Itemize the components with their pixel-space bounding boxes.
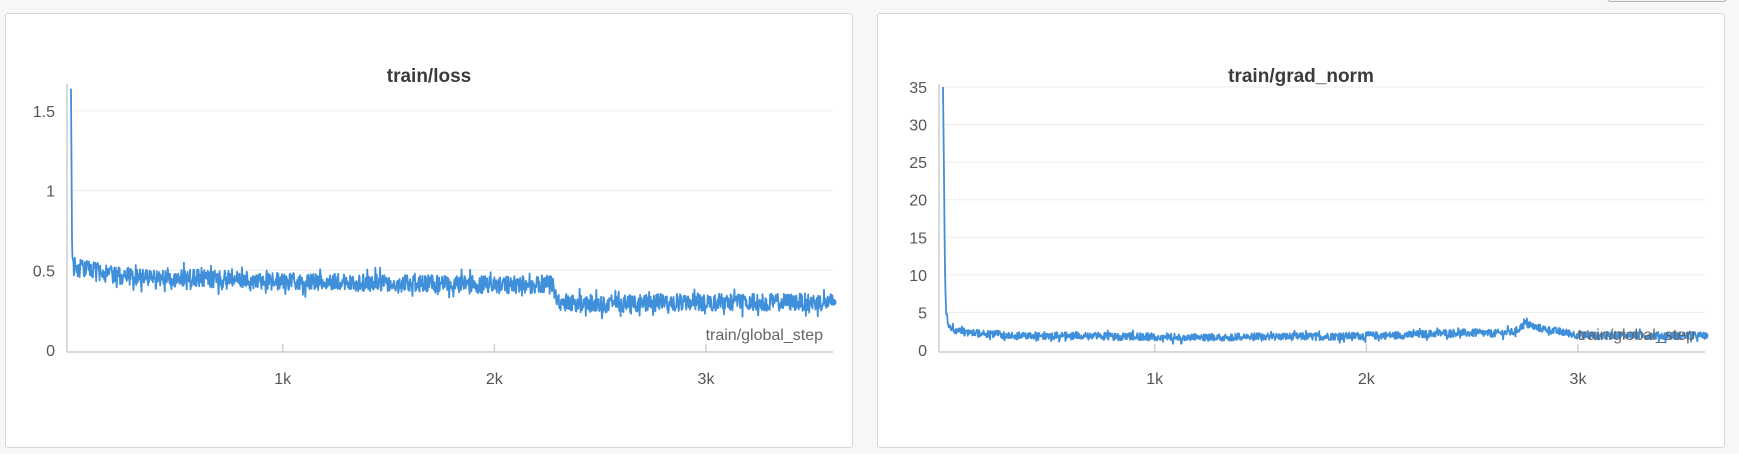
x-tick-label: 2k [486,371,504,388]
y-tick-label: 25 [909,155,927,172]
y-tick-label: 0 [46,343,55,360]
x-tick-label: 3k [698,371,716,388]
loss-chart-panel[interactable]: train/loss 0 0.5 1 1.5 1k 2k 3k train/global_st… [5,13,853,448]
y-tick-label: 1.5 [33,104,55,121]
x-tick-label: 1k [274,371,292,388]
top-right-control[interactable] [1607,0,1727,2]
chart-title: train/loss [386,66,472,87]
series-end-point [1701,332,1709,340]
y-tick-label: 1 [46,184,55,201]
series-line [942,86,1706,345]
x-axis-label: train/global_step [706,327,824,344]
x-tick-label: 3k [1570,371,1588,388]
chart-title: train/grad_norm [1228,66,1374,87]
loss-chart: 0 0.5 1 1.5 1k 2k 3k train/global_step [33,84,837,388]
y-tick-label: 5 [918,305,927,322]
y-tick-label: 0.5 [33,263,55,280]
y-tick-label: 20 [909,193,927,210]
x-axis-label: train/global_step [1578,327,1696,344]
y-tick-label: 10 [909,268,927,285]
y-tick-label: 15 [909,230,927,247]
grad-norm-chart: 0 5 10 15 20 25 30 35 1k 2k 3k train/global_step [909,80,1709,388]
grad-norm-chart-panel[interactable]: train/grad_norm 0 5 10 15 20 25 30 35 1k 2k 3k trai… [877,13,1725,448]
series-line [70,88,834,320]
y-tick-label: 30 [909,118,927,135]
x-tick-label: 1k [1146,371,1164,388]
y-tick-label: 35 [909,80,927,97]
series-end-point [829,298,837,306]
x-tick-label: 2k [1358,371,1376,388]
y-tick-label: 0 [918,343,927,360]
